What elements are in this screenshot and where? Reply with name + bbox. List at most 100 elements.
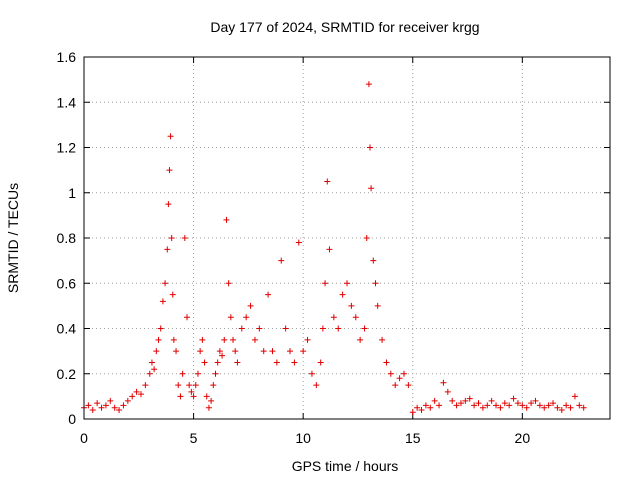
data-point bbox=[203, 393, 210, 400]
data-point bbox=[431, 397, 438, 404]
data-point bbox=[287, 348, 294, 355]
data-point bbox=[580, 404, 587, 411]
data-point bbox=[94, 400, 101, 407]
data-point bbox=[484, 402, 491, 409]
data-point bbox=[545, 402, 552, 409]
data-point bbox=[273, 359, 280, 366]
data-point bbox=[186, 382, 193, 389]
data-point bbox=[550, 400, 557, 407]
data-point bbox=[291, 359, 298, 366]
data-point bbox=[409, 409, 416, 416]
data-point bbox=[510, 395, 517, 402]
data-point bbox=[165, 201, 172, 208]
data-point bbox=[197, 348, 204, 355]
data-point bbox=[162, 280, 169, 287]
data-point bbox=[357, 336, 364, 343]
data-point bbox=[166, 167, 173, 174]
data-point bbox=[265, 291, 272, 298]
data-point bbox=[199, 336, 206, 343]
data-point bbox=[116, 406, 123, 413]
data-point bbox=[528, 400, 535, 407]
data-point bbox=[208, 397, 215, 404]
data-point bbox=[319, 325, 326, 332]
data-point bbox=[85, 402, 92, 409]
data-point bbox=[418, 406, 425, 413]
data-point bbox=[523, 404, 530, 411]
data-point bbox=[466, 395, 473, 402]
data-point bbox=[148, 359, 155, 366]
data-point bbox=[177, 393, 184, 400]
data-point bbox=[167, 133, 174, 140]
data-point bbox=[514, 400, 521, 407]
data-point bbox=[576, 402, 583, 409]
data-point bbox=[124, 397, 131, 404]
data-point bbox=[506, 402, 513, 409]
y-tick-label: 1 bbox=[68, 185, 76, 201]
data-point bbox=[146, 370, 153, 377]
data-point bbox=[151, 366, 158, 373]
plot-frame bbox=[83, 56, 611, 420]
data-point bbox=[188, 388, 195, 395]
data-point bbox=[462, 397, 469, 404]
data-point bbox=[89, 406, 96, 413]
data-point bbox=[383, 359, 390, 366]
data-point bbox=[159, 298, 166, 305]
data-point bbox=[179, 370, 186, 377]
y-tick-label: 1.2 bbox=[57, 140, 77, 156]
data-point bbox=[352, 314, 359, 321]
tick-labels: 0 0.2 0.4 0.6 0.8 1 1.2 1.4 1.6 0 5 10 15 20 bbox=[57, 49, 531, 446]
data-point bbox=[374, 302, 381, 309]
data-point bbox=[361, 325, 368, 332]
y-tick-label: 1.6 bbox=[57, 49, 77, 65]
data-point bbox=[230, 336, 237, 343]
data-point bbox=[367, 144, 374, 151]
data-point bbox=[282, 325, 289, 332]
data-point bbox=[227, 314, 234, 321]
data-point bbox=[98, 404, 105, 411]
axis-ticks bbox=[83, 56, 610, 420]
data-point bbox=[164, 246, 171, 253]
data-point bbox=[414, 404, 421, 411]
y-tick-label: 1.4 bbox=[57, 94, 77, 110]
data-point bbox=[155, 336, 162, 343]
data-point bbox=[400, 370, 407, 377]
data-point bbox=[251, 336, 258, 343]
data-point bbox=[129, 393, 136, 400]
data-point bbox=[168, 235, 175, 241]
data-point bbox=[427, 404, 434, 411]
data-point bbox=[201, 359, 208, 366]
data-point bbox=[260, 348, 267, 355]
data-point bbox=[453, 402, 460, 409]
data-point bbox=[387, 370, 394, 377]
data-point bbox=[232, 348, 239, 355]
data-point bbox=[304, 336, 311, 343]
data-point bbox=[243, 314, 250, 321]
data-point bbox=[457, 400, 464, 407]
data-point bbox=[330, 314, 337, 321]
data-point bbox=[497, 404, 504, 411]
data-point bbox=[532, 397, 539, 404]
data-point bbox=[326, 246, 333, 253]
data-point bbox=[368, 185, 375, 192]
x-tick-label: 15 bbox=[405, 430, 421, 446]
data-point bbox=[479, 404, 486, 411]
data-point bbox=[223, 216, 230, 223]
data-point bbox=[111, 404, 118, 411]
data-point bbox=[541, 404, 548, 411]
data-point bbox=[173, 348, 180, 355]
data-point bbox=[238, 325, 245, 332]
y-tick-label: 0.6 bbox=[57, 275, 77, 291]
grid-lines bbox=[84, 57, 610, 419]
data-point bbox=[102, 402, 109, 409]
data-point bbox=[212, 370, 219, 377]
y-tick-label: 0.2 bbox=[57, 366, 77, 382]
data-point bbox=[192, 382, 199, 389]
data-point bbox=[269, 348, 276, 355]
data-point bbox=[214, 359, 221, 366]
data-point bbox=[571, 393, 578, 400]
data-point bbox=[436, 402, 443, 409]
data-point bbox=[256, 325, 263, 332]
data-point bbox=[210, 382, 217, 389]
data-point bbox=[449, 397, 456, 404]
x-tick-label: 10 bbox=[295, 430, 311, 446]
